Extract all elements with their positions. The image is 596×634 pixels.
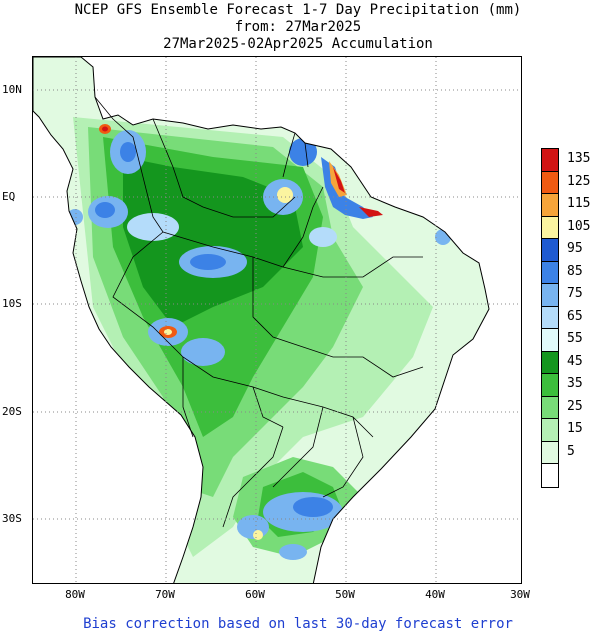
map-title: NCEP GFS Ensemble Forecast 1-7 Day Preci… bbox=[74, 2, 522, 18]
lat-label-10n: 10N bbox=[2, 83, 22, 96]
legend-swatch bbox=[541, 170, 559, 196]
lat-label-eq: EQ bbox=[2, 190, 16, 203]
legend-label: 55 bbox=[567, 331, 583, 346]
legend-swatch bbox=[541, 395, 559, 421]
lon-label-40w: 40W bbox=[425, 588, 445, 601]
lat-label-30s: 30S bbox=[2, 512, 22, 525]
legend-swatch bbox=[541, 373, 559, 398]
legend-label: 5 bbox=[567, 443, 575, 459]
lon-label-60w: 60W bbox=[245, 588, 265, 601]
legend-swatch bbox=[541, 418, 559, 443]
map-subtitle-initial-date: from: 27Mar2025 bbox=[234, 19, 362, 35]
legend-label: 45 bbox=[567, 353, 583, 369]
legend-label: 85 bbox=[567, 263, 583, 279]
legend-label: 75 bbox=[567, 286, 583, 301]
precipitation-map bbox=[32, 56, 522, 584]
map-subtitle-accumulation-period: 27Mar2025-02Apr2025 Accumulation bbox=[163, 36, 433, 52]
legend-label: 15 bbox=[567, 421, 583, 436]
legend-swatch bbox=[541, 238, 559, 263]
lon-label-50w: 50W bbox=[335, 588, 355, 601]
legend-label: 95 bbox=[567, 241, 583, 256]
legend-swatch bbox=[541, 305, 559, 331]
legend-swatch bbox=[541, 215, 559, 241]
legend-label: 135 bbox=[567, 151, 591, 166]
lon-label-70w: 70W bbox=[155, 588, 175, 601]
legend-label: 25 bbox=[567, 398, 583, 414]
legend-label: 115 bbox=[567, 196, 591, 211]
legend-label: 65 bbox=[567, 308, 583, 324]
bias-correction-note: Bias correction based on last 30-day for… bbox=[83, 616, 513, 632]
legend-swatch bbox=[541, 148, 559, 173]
legend-swatch bbox=[541, 440, 559, 466]
lat-label-10s: 10S bbox=[2, 297, 22, 310]
legend-swatch bbox=[541, 463, 559, 488]
legend-swatch bbox=[541, 193, 559, 218]
legend-swatch bbox=[541, 328, 559, 353]
legend-label: 125 bbox=[567, 173, 591, 189]
legend-swatch bbox=[541, 260, 559, 286]
legend-label: 105 bbox=[567, 218, 591, 234]
legend-swatch bbox=[541, 283, 559, 308]
lon-label-80w: 80W bbox=[65, 588, 85, 601]
legend-swatch bbox=[541, 350, 559, 376]
lon-label-30w: 30W bbox=[510, 588, 530, 601]
legend-label: 35 bbox=[567, 376, 583, 391]
lat-label-20s: 20S bbox=[2, 405, 22, 418]
